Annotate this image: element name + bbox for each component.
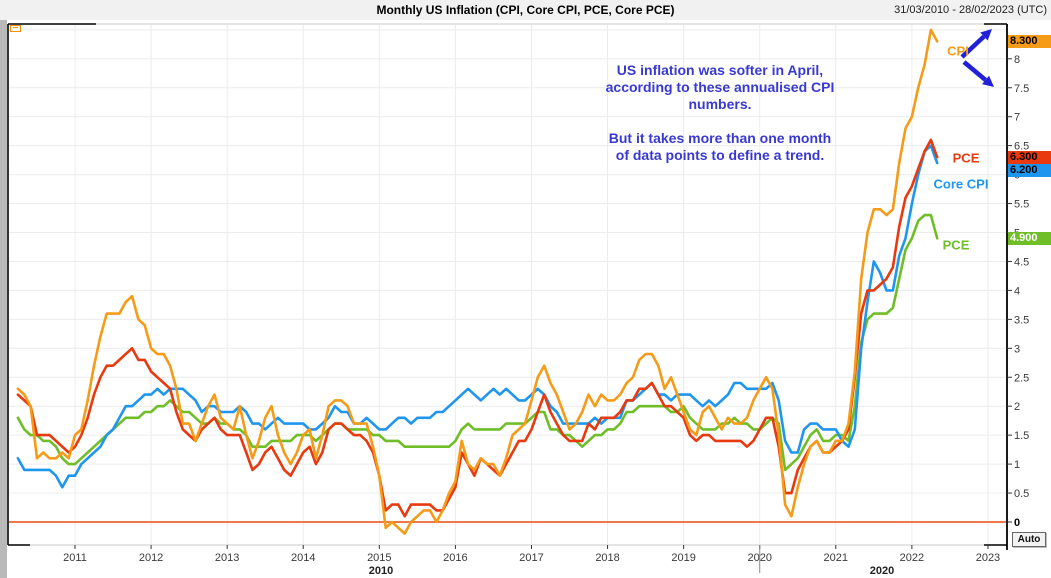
svg-text:2019: 2019 — [671, 552, 695, 564]
svg-text:2013: 2013 — [215, 552, 239, 564]
svg-text:5.5: 5.5 — [1014, 199, 1029, 211]
svg-text:2020: 2020 — [870, 565, 894, 577]
legend-handle-icon[interactable] — [10, 25, 21, 32]
svg-text:7.5: 7.5 — [1014, 83, 1029, 95]
svg-text:3.5: 3.5 — [1014, 314, 1029, 326]
chart-header: Monthly US Inflation (CPI, Core CPI, PCE… — [0, 0, 1051, 20]
annotation-line: numbers. — [688, 96, 752, 112]
auto-scale-button[interactable]: Auto — [1012, 532, 1046, 547]
up-right-arrow[interactable] — [960, 29, 992, 59]
series-line-cpi[interactable] — [16, 28, 939, 535]
down-right-arrow[interactable] — [962, 60, 994, 87]
x-axis[interactable]: 2011 2012 2013 2014 2015 2016 2017 2018 2019 2020… — [63, 545, 1000, 577]
svg-text:0: 0 — [1014, 517, 1020, 529]
svg-text:2010: 2010 — [369, 565, 393, 577]
price-label-pce: 6.300 — [1008, 151, 1051, 164]
svg-text:4.5: 4.5 — [1014, 256, 1029, 268]
left-gutter — [0, 20, 7, 578]
annotation-line — [565, 113, 875, 130]
svg-text:2: 2 — [1014, 401, 1020, 413]
annotation-line: But it takes more than one month — [608, 130, 832, 146]
date-range: 31/03/2010 - 28/02/2023 (UTC) — [894, 4, 1047, 16]
series-label-pce: PCE — [952, 150, 980, 166]
series-label-core-pce: PCE — [942, 237, 970, 253]
svg-text:4: 4 — [1014, 285, 1020, 297]
annotation-text: US inflation was softer in April, accord… — [565, 62, 875, 164]
svg-text:2016: 2016 — [443, 552, 467, 564]
y-axis[interactable]: 00.511.522.533.544.555.566.577.58 — [1007, 54, 1029, 529]
price-label-cpi: 8.300 — [1008, 35, 1051, 48]
svg-text:2.5: 2.5 — [1014, 372, 1029, 384]
series-label-core-cpi: Core CPI — [933, 176, 989, 192]
series-label-cpi: CPI — [947, 43, 969, 59]
svg-text:2017: 2017 — [519, 552, 543, 564]
annotation-line: US inflation was softer in April, — [616, 62, 824, 78]
svg-text:1.5: 1.5 — [1014, 430, 1029, 442]
svg-text:2021: 2021 — [824, 552, 848, 564]
svg-text:2014: 2014 — [291, 552, 315, 564]
svg-text:8: 8 — [1014, 54, 1020, 66]
svg-text:7: 7 — [1014, 112, 1020, 124]
svg-text:2023: 2023 — [976, 552, 1000, 564]
svg-text:1: 1 — [1014, 459, 1020, 471]
svg-text:2011: 2011 — [63, 552, 87, 564]
chart-title: Monthly US Inflation (CPI, Core CPI, PCE… — [376, 3, 675, 17]
annotation-line: according to these annualised CPI — [605, 79, 835, 95]
svg-text:2018: 2018 — [595, 552, 619, 564]
svg-text:2015: 2015 — [367, 552, 391, 564]
series-line-core-pce[interactable] — [16, 213, 939, 472]
annotation-line: of data points to define a trend. — [615, 147, 825, 163]
plot-frame — [7, 23, 1008, 550]
svg-text:0.5: 0.5 — [1014, 488, 1029, 500]
price-label-core-cpi: 6.200 — [1008, 164, 1051, 177]
svg-text:3: 3 — [1014, 343, 1020, 355]
svg-text:2012: 2012 — [139, 552, 163, 564]
svg-text:2022: 2022 — [900, 552, 924, 564]
price-label-core-pce: 4.900 — [1008, 232, 1051, 245]
svg-text:6.5: 6.5 — [1014, 141, 1029, 153]
